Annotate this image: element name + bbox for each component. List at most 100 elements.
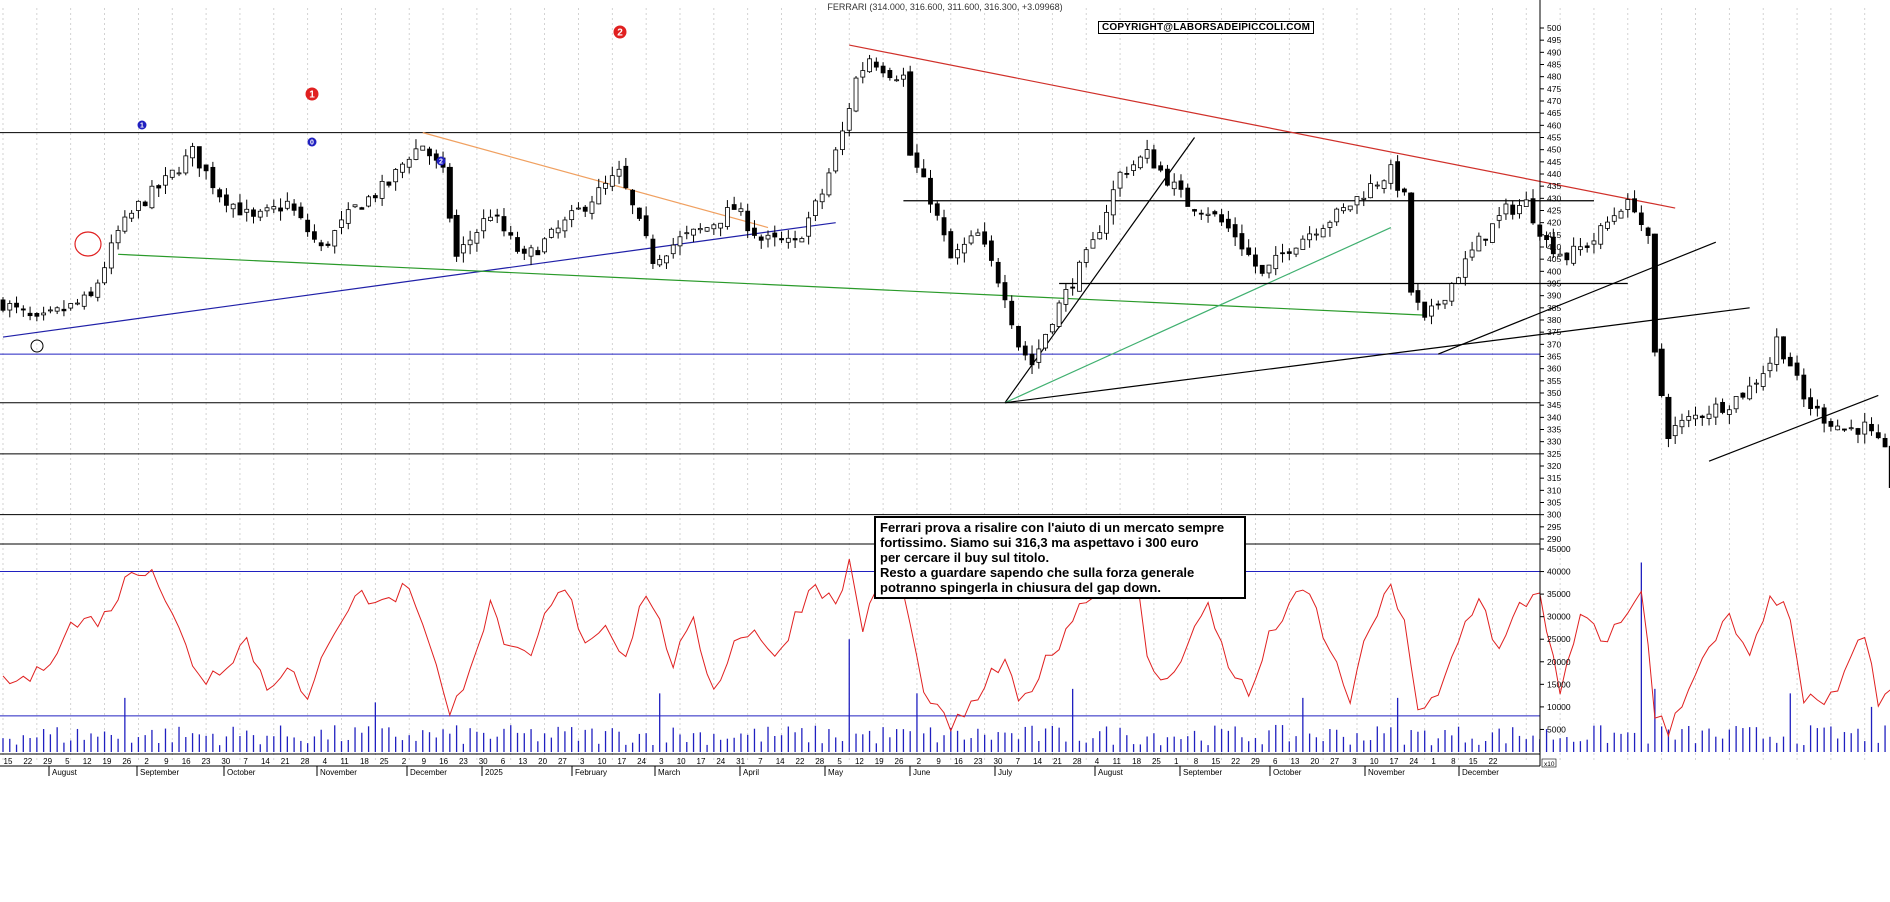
- date-tick-label: 15: [1211, 757, 1220, 766]
- candle-body: [1327, 221, 1333, 228]
- candle-body: [1029, 353, 1035, 366]
- candle-body: [582, 206, 588, 212]
- candle-body: [420, 145, 426, 151]
- wave-marker-label: 2: [617, 28, 623, 39]
- candle-body: [1198, 212, 1204, 215]
- date-tick-label: 6: [501, 757, 506, 766]
- date-tick-label: 8: [1451, 757, 1456, 766]
- candle-body: [684, 232, 690, 235]
- trendline: [1004, 226, 1392, 404]
- candle-body: [1821, 407, 1827, 424]
- candle-body: [95, 282, 101, 298]
- trendline: [2, 222, 836, 338]
- date-tick-label: 16: [182, 757, 191, 766]
- candle-body: [1625, 199, 1631, 210]
- candle-body: [1002, 282, 1008, 301]
- candle-body: [163, 175, 168, 186]
- candle-body: [237, 202, 243, 216]
- candle-body: [840, 130, 845, 150]
- candle-body: [467, 239, 473, 246]
- candle-body: [1158, 165, 1164, 171]
- candle-body: [1720, 401, 1725, 413]
- candle-body: [765, 234, 771, 240]
- horizontal-levels: [0, 132, 1540, 755]
- candle-body: [169, 169, 175, 178]
- candle-body: [325, 243, 331, 246]
- candle-body: [1496, 215, 1502, 221]
- candle-body: [115, 230, 121, 244]
- date-tick-label: 24: [716, 757, 725, 766]
- candle-body: [894, 79, 900, 82]
- volume-tick-label: 35000: [1547, 589, 1571, 599]
- candle-body: [609, 175, 615, 187]
- candle-body: [149, 185, 155, 209]
- candle-body: [1754, 382, 1759, 385]
- candle-body: [1530, 198, 1536, 224]
- candle-body: [535, 250, 541, 256]
- month-label: April: [743, 768, 759, 777]
- date-tick-label: 6: [1273, 757, 1278, 766]
- candle-body: [1131, 164, 1136, 171]
- candle-body: [887, 70, 893, 79]
- candle-body: [1225, 218, 1231, 229]
- date-tick-label: 26: [122, 757, 131, 766]
- candle-body: [1259, 264, 1265, 274]
- candle-body: [1429, 305, 1434, 317]
- candle-body: [1550, 236, 1556, 255]
- candle-body: [108, 242, 114, 269]
- candle-body: [446, 166, 453, 219]
- candle-body: [1591, 240, 1597, 245]
- candle-body: [1124, 173, 1130, 175]
- date-tick-label: 20: [1310, 757, 1319, 766]
- date-tick-label: 12: [83, 757, 92, 766]
- candle-body: [1192, 209, 1197, 212]
- volume-oscillator-line: [2, 550, 1890, 738]
- candle-body: [0, 299, 6, 311]
- price-tick-label: 465: [1547, 108, 1561, 118]
- candle-body: [1347, 205, 1353, 211]
- candle-body: [1855, 428, 1861, 435]
- wave-marker: [613, 25, 627, 39]
- volume-multiplier-label: x10: [1544, 761, 1555, 768]
- price-tick-label: 330: [1547, 437, 1561, 447]
- candle-body: [379, 180, 385, 199]
- date-tick-label: 19: [103, 757, 112, 766]
- date-tick-label: 28: [301, 757, 310, 766]
- date-tick-label: 9: [422, 757, 427, 766]
- volume-tick-label: 25000: [1547, 634, 1571, 644]
- candle-body: [860, 70, 866, 78]
- candle-body: [366, 196, 371, 207]
- candle-body: [75, 302, 80, 305]
- month-label: September: [1183, 768, 1222, 777]
- candle-body: [1679, 419, 1685, 428]
- price-tick-label: 310: [1547, 485, 1561, 495]
- candle-body: [921, 168, 927, 178]
- price-tick-label: 405: [1547, 254, 1561, 264]
- candle-body: [257, 210, 263, 218]
- candle-body: [135, 200, 141, 211]
- candle-body: [1787, 356, 1793, 367]
- candle-body: [1699, 415, 1705, 418]
- candle-body: [1638, 212, 1644, 226]
- candle-body: [1632, 198, 1637, 213]
- candle-body: [731, 204, 737, 210]
- candle-body: [244, 208, 250, 213]
- candle-body: [907, 71, 914, 156]
- candle-body: [88, 291, 94, 297]
- candle-body: [1056, 302, 1062, 327]
- wave-marker: [436, 156, 446, 166]
- candle-body: [657, 259, 663, 266]
- date-tick-label: 13: [518, 757, 527, 766]
- candle-body: [521, 248, 527, 254]
- candle-body: [779, 238, 784, 241]
- trendline: [118, 253, 1425, 316]
- price-tick-label: 440: [1547, 169, 1561, 179]
- date-tick-label: 1: [1431, 757, 1436, 766]
- candle-body: [1706, 413, 1712, 419]
- date-tick-label: 23: [202, 757, 211, 766]
- candle-body: [1280, 252, 1285, 255]
- candle-body: [352, 204, 358, 208]
- candle-body: [1300, 238, 1306, 250]
- wave-marker: [137, 120, 147, 130]
- candle-body: [1368, 183, 1373, 199]
